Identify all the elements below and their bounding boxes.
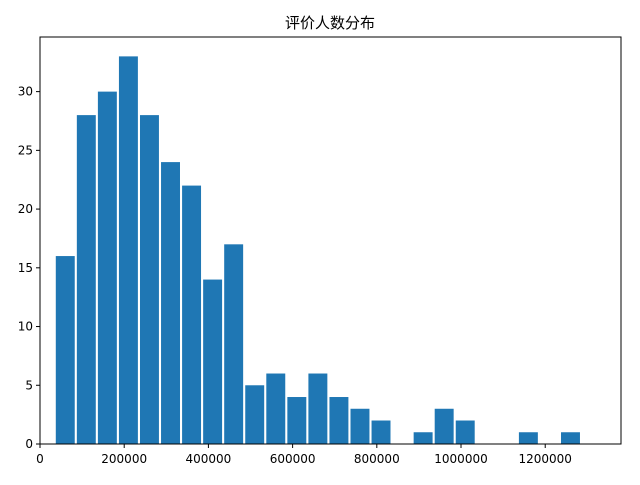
x-tick-label: 1000000 — [434, 452, 487, 466]
y-tick-label: 20 — [18, 202, 33, 216]
y-tick-label: 25 — [18, 143, 33, 157]
histogram-bar — [161, 162, 180, 444]
histogram-bar — [139, 115, 159, 445]
histogram-bar — [266, 373, 286, 444]
histogram-bar — [76, 115, 96, 445]
x-tick-label: 0 — [36, 452, 44, 466]
histogram-bar — [308, 373, 328, 444]
histogram-bar — [455, 420, 475, 444]
histogram-bar — [118, 56, 138, 444]
histogram-bar — [434, 408, 454, 444]
x-tick-label: 800000 — [354, 452, 400, 466]
y-axis: 0 5 10 15 20 25 30 — [18, 85, 40, 451]
histogram-bar — [329, 397, 349, 444]
x-tick-label: 400000 — [185, 452, 231, 466]
y-tick-label: 5 — [25, 378, 33, 392]
x-tick-label: 1200000 — [518, 452, 571, 466]
x-tick-label: 600000 — [270, 452, 316, 466]
bars-layer — [55, 56, 580, 445]
histogram-bar — [287, 397, 307, 444]
y-tick-label: 15 — [18, 261, 33, 275]
histogram-bar — [561, 432, 580, 444]
plot-frame — [39, 36, 622, 445]
chart-title: 评价人数分布 — [285, 14, 375, 32]
histogram-bar — [518, 432, 538, 444]
y-tick-label: 30 — [18, 85, 33, 99]
histogram-bar — [245, 385, 265, 444]
x-axis: 0 200000 400000 600000 800000 1000000 1200000 — [36, 444, 572, 466]
x-tick-label: 200000 — [101, 452, 147, 466]
histogram-bar — [182, 185, 202, 444]
histogram-bar — [224, 244, 244, 444]
histogram-bar — [413, 432, 433, 444]
y-tick-label: 0 — [25, 437, 33, 451]
histogram-bar — [97, 91, 117, 445]
y-tick-label: 10 — [18, 320, 33, 334]
histogram-bar — [55, 256, 75, 444]
histogram-bar — [203, 279, 223, 444]
histogram-bar — [350, 408, 370, 444]
histogram-bar — [371, 420, 391, 444]
